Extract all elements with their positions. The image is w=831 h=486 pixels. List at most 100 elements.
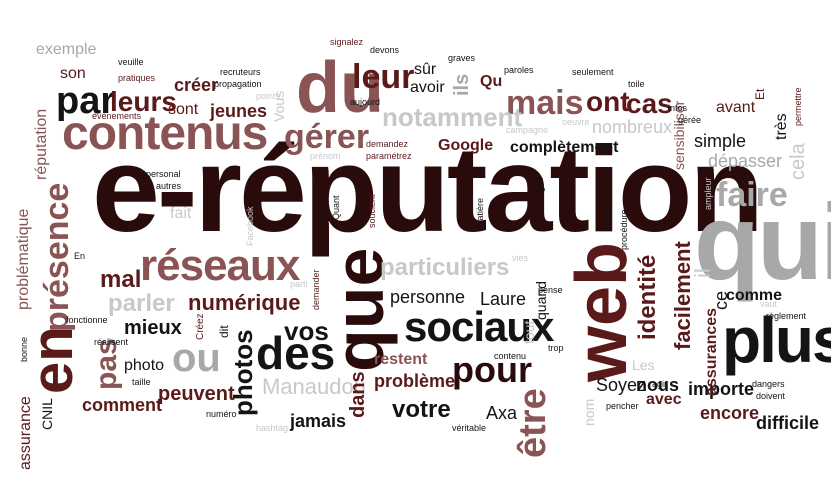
word-completement: complètement: [510, 139, 619, 156]
word-seulement: seulement: [572, 67, 614, 77]
word-mais: mais: [506, 84, 584, 122]
word-Et: Et: [753, 88, 767, 100]
word-personal: personal: [146, 169, 181, 179]
word-demandez: demandez: [366, 139, 409, 149]
word-assurance: assurance: [17, 396, 34, 470]
word-leur: leur: [352, 58, 415, 96]
word-peuvent: peuvent: [158, 383, 235, 405]
word-doivent: doivent: [756, 391, 786, 401]
word-par: par: [56, 80, 116, 122]
word-matiere: matière: [475, 197, 485, 228]
word-particuliers: particuliers: [380, 254, 510, 281]
word-sont: sont: [168, 101, 199, 118]
word-creer: créer: [174, 75, 219, 95]
word-contenus: contenus: [62, 107, 268, 160]
word-comme: comme: [726, 287, 783, 304]
word-En: En: [74, 251, 86, 261]
word-reputation: réputation: [33, 108, 50, 180]
word-Soyez: Soyez: [596, 375, 647, 395]
word-comment: comment: [82, 395, 163, 415]
word-bonne: bonne: [19, 336, 29, 362]
word-difficile: difficile: [756, 413, 820, 433]
word-cas: cas: [626, 88, 673, 119]
word-veritable: véritable: [452, 423, 487, 433]
word-nom: nom: [581, 398, 597, 426]
word-tres: très: [773, 113, 790, 140]
word-contenu: contenu: [494, 351, 527, 361]
word-vos: vos: [284, 316, 329, 346]
word-mieux: mieux: [124, 317, 182, 339]
word-parti: parti: [290, 279, 308, 289]
word-autres: autres: [156, 181, 182, 191]
word-sociaux: sociaux: [404, 303, 554, 350]
word-toile: toile: [628, 79, 645, 89]
word-taille: taille: [132, 377, 151, 387]
word-tout: tout: [521, 320, 537, 344]
word-TT: TT: [319, 209, 329, 220]
word-en: en: [20, 326, 85, 394]
word-identite: identité: [634, 254, 661, 340]
word-mal: mal: [100, 266, 142, 293]
word-etre: être: [512, 388, 554, 458]
word-e-reputation: e-réputation: [92, 121, 764, 257]
word-plus: plus: [722, 304, 831, 376]
word-exemple: exemple: [36, 41, 97, 58]
word-faire: faire: [716, 176, 788, 214]
word-avec: avec: [646, 391, 682, 408]
word-ampleur: ampleur: [703, 177, 713, 210]
word-Seul: Seul: [383, 175, 393, 194]
word-importe: importe: [688, 379, 755, 399]
word-sur: sûr: [414, 61, 437, 78]
word-Quant: Quant: [331, 195, 341, 220]
word-dans: dans: [347, 371, 369, 418]
word-quand: quand: [533, 281, 549, 320]
word-ont: ont: [586, 86, 630, 117]
word-notion: notion: [603, 205, 613, 230]
word-fait: fait: [170, 205, 192, 222]
word-cela: cela: [787, 143, 809, 180]
word-realisent: réalisent: [94, 337, 129, 347]
word-dangers: dangers: [752, 379, 785, 389]
word-nombreux: nombreux: [592, 117, 673, 137]
word-ce: ce: [711, 290, 731, 310]
word-vaut: vaut: [760, 299, 778, 309]
word-devons: devons: [370, 45, 400, 55]
word-pratiques: pratiques: [118, 73, 156, 83]
word-oeuvre: oeuvre: [562, 117, 590, 127]
word-simple: simple: [694, 131, 747, 151]
word-Facebook: Facebook: [245, 206, 255, 246]
word-pense: pense: [538, 285, 563, 295]
word-dit: dit: [217, 325, 231, 338]
word-vies: vies: [512, 253, 529, 263]
word-pencher: pencher: [606, 401, 639, 411]
word-trop: trop: [548, 343, 564, 353]
word-paroles: paroles: [504, 65, 534, 75]
word-assurances: assurances: [703, 307, 720, 396]
word-demander: demander: [311, 269, 321, 310]
word-numero: numéro: [206, 409, 237, 419]
word-leurs: leurs: [110, 86, 177, 117]
word-veuille: veuille: [118, 57, 144, 67]
word-permettre: permettre: [793, 87, 803, 126]
word-presence: présence: [38, 182, 76, 332]
word-CNIL: CNIL: [39, 398, 55, 430]
word-notamment: notamment: [382, 102, 523, 132]
word-Les: Les: [632, 357, 655, 373]
word-reglement: règlement: [766, 311, 807, 321]
word-numerique: numérique: [188, 290, 301, 315]
word-son: son: [60, 65, 86, 82]
word-Laure: Laure: [480, 289, 527, 309]
word-campagne: campagne: [506, 125, 549, 135]
word-il: il: [690, 268, 715, 278]
word-avant: avant: [716, 99, 756, 116]
word-ils: ils: [451, 73, 473, 96]
word-depasser: dépasser: [708, 151, 783, 171]
word-des: des: [256, 327, 336, 379]
word-graves: graves: [448, 53, 476, 63]
word-aujourd: aujourd: [350, 97, 381, 107]
word-propagation: propagation: [214, 79, 262, 89]
word-du: du: [296, 48, 384, 128]
word-reseaux: réseaux: [140, 241, 300, 290]
word-Google: Google: [438, 137, 494, 154]
